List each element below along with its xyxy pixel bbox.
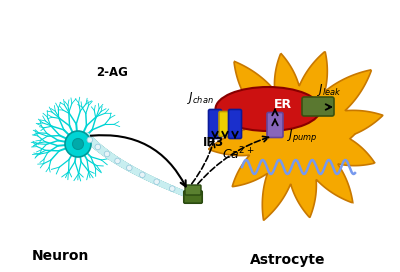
FancyBboxPatch shape: [184, 191, 202, 203]
Circle shape: [126, 165, 132, 171]
FancyBboxPatch shape: [185, 185, 201, 195]
Text: 2-AG: 2-AG: [96, 66, 128, 79]
Text: $J_{chan}$: $J_{chan}$: [186, 90, 214, 106]
Polygon shape: [208, 52, 383, 220]
FancyBboxPatch shape: [219, 112, 231, 137]
Circle shape: [104, 151, 110, 157]
Text: Neuron: Neuron: [31, 249, 89, 263]
Circle shape: [170, 186, 175, 191]
Circle shape: [87, 137, 93, 143]
Text: ER: ER: [274, 98, 292, 112]
Circle shape: [72, 138, 84, 150]
FancyBboxPatch shape: [228, 110, 242, 138]
Circle shape: [140, 172, 145, 178]
Text: IP3: IP3: [203, 135, 224, 149]
Text: $J_{pump}$: $J_{pump}$: [287, 128, 318, 144]
Text: Astrocyte: Astrocyte: [250, 253, 326, 267]
Circle shape: [154, 179, 160, 184]
FancyBboxPatch shape: [208, 110, 222, 138]
FancyBboxPatch shape: [302, 97, 334, 116]
Circle shape: [115, 158, 120, 164]
Text: $Ca^{2+}$: $Ca^{2+}$: [222, 146, 255, 162]
Circle shape: [65, 131, 91, 157]
Ellipse shape: [216, 87, 320, 131]
FancyBboxPatch shape: [267, 113, 283, 138]
Circle shape: [95, 144, 101, 150]
Text: $J_{leak}$: $J_{leak}$: [317, 82, 342, 98]
